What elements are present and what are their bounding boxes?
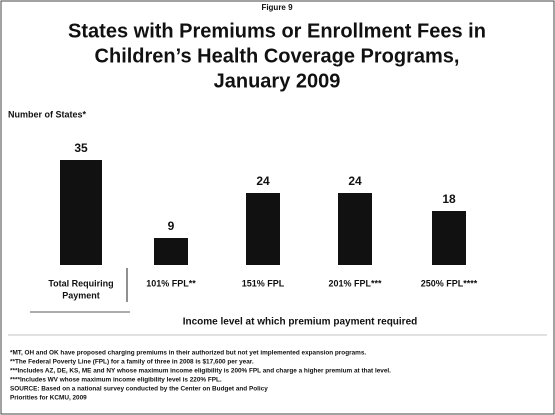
bar — [60, 160, 102, 265]
x-axis-label: Income level at which premium payment re… — [183, 317, 418, 328]
footnote: **The Federal Poverty Line (FPL) for a f… — [10, 359, 254, 366]
figure-label: Figure 9 — [261, 3, 293, 12]
data-label: 24 — [348, 174, 362, 188]
x-tick-label: 151% FPL — [242, 278, 285, 288]
data-label: 24 — [256, 174, 270, 188]
chart-title: States with Premiums or Enrollment Fees … — [68, 20, 486, 42]
x-tick-label: Total Requiring — [48, 278, 113, 288]
footnote: ***Includes AZ, DE, KS, ME and NY whose … — [10, 368, 391, 375]
data-label: 18 — [442, 192, 456, 206]
x-tick-label: 101% FPL** — [146, 278, 196, 288]
data-label: 35 — [74, 141, 88, 155]
data-label: 9 — [168, 219, 175, 233]
x-tick-label: 201% FPL*** — [328, 278, 382, 288]
x-tick-label: Payment — [62, 290, 100, 300]
chart-title: January 2009 — [214, 70, 341, 92]
bar — [432, 211, 466, 265]
x-tick-label: 250% FPL**** — [421, 278, 478, 288]
bar — [154, 238, 188, 265]
footnote: Priorities for KCMU, 2009 — [10, 395, 87, 402]
bar — [338, 193, 372, 265]
footnote: SOURCE: Based on a national survey condu… — [10, 386, 268, 393]
bar — [246, 193, 280, 265]
footnote: ****Includes WV whose maximum income eli… — [10, 377, 222, 384]
y-axis-label: Number of States* — [8, 109, 87, 119]
chart-title: Children’s Health Coverage Programs, — [95, 45, 460, 67]
footnote: *MT, OH and OK have proposed charging pr… — [10, 350, 366, 357]
